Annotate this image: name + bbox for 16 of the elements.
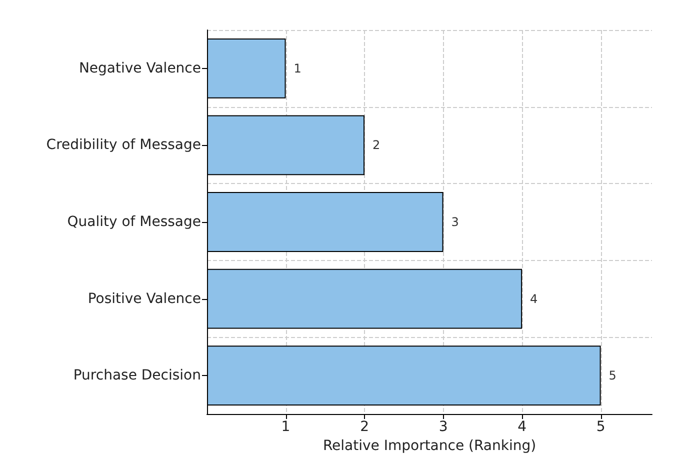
y-tick-label: Positive Valence	[88, 290, 201, 307]
y-tick-label: Negative Valence	[78, 60, 201, 76]
y-tick-label: Purchase Decision	[73, 368, 201, 384]
data-label: 2	[372, 138, 380, 152]
data-label: 5	[608, 368, 616, 383]
data-label: 3	[451, 215, 459, 229]
x-tick-label: 2	[360, 419, 369, 435]
y-tick-label: Credibility of Message	[46, 137, 201, 154]
y-tick-label: Quality of Message	[67, 214, 201, 230]
data-label: 1	[294, 61, 302, 76]
x-tick-label: 5	[596, 419, 606, 435]
x-tick-label: 4	[518, 419, 527, 435]
x-tick-label: 3	[438, 419, 448, 435]
x-axis-title: Relative Importance (Ranking)	[322, 438, 536, 454]
data-label: 4	[530, 292, 538, 306]
x-tick-label: 1	[281, 419, 290, 435]
